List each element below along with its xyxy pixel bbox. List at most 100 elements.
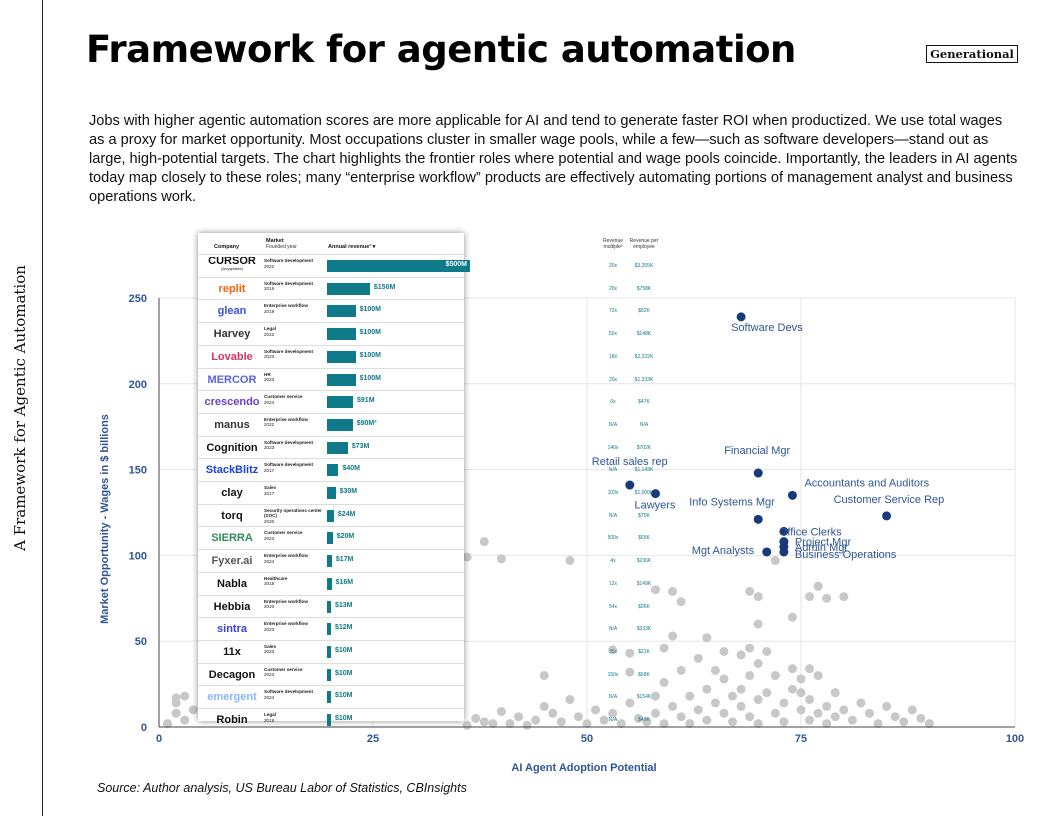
y-tick-label: 150 [129,465,147,477]
revenue-value: $91M [357,397,375,405]
background-point [163,719,173,729]
company-market: Enterprise workflow 2019 [264,303,308,314]
table-row: manus Enterprise workflow 2022 $90M³ N/A N/A [198,412,648,436]
revenue-value: $100M [359,351,381,359]
background-point [847,715,857,725]
background-point [745,643,755,653]
background-point [685,719,695,729]
background-point [873,719,883,729]
revenue-value: $10M [335,669,353,677]
background-point [180,691,190,701]
revenue-per-employee: $96K [638,603,650,610]
point-label: Business Operations [795,549,897,561]
x-tick-label: 75 [795,733,807,745]
background-point [710,698,720,708]
highlighted-point [762,547,772,557]
revenue-per-employee: $1,000K [634,490,654,496]
source-note: Source: Author analysis, US Bureau Labor… [97,781,467,795]
revenue-value: $150M [373,283,396,291]
table-row: replit Software development 2016 $150M 20x $7… [198,276,651,300]
background-point [625,648,635,658]
background-point [719,674,729,684]
company-market: Security operations center (SOC) 2020 [264,507,322,524]
company-market: Software development 2023 [264,439,314,451]
background-point [796,705,806,715]
revenue-bar [327,396,354,409]
background-point [702,633,712,643]
header-multiple: Revenue multiple² [602,238,623,250]
table-row: Fyxer.ai Enterprise workflow 2024 $17M 4x $23… [198,549,651,572]
background-point [805,695,815,705]
background-point [659,719,669,729]
x-tick-label: 50 [581,733,593,745]
background-point [762,688,772,698]
revenue-bar [327,464,339,477]
company-logo: manus [214,418,250,431]
background-point [856,698,866,708]
background-point [796,674,806,684]
revenue-multiple: N/A [608,421,618,428]
company-logo: Harvey [213,328,251,341]
revenue-value: $10M [335,715,353,722]
company-logo: Nabla [217,577,247,590]
background-point [787,612,797,622]
background-point [745,586,755,596]
table-row: Robin Legal 2019 $10M N/A $49K [198,708,650,731]
background-point [822,593,832,603]
background-point [531,715,541,725]
background-point [565,695,575,705]
background-point [770,556,780,566]
background-point [924,719,934,729]
background-point [719,708,729,718]
background-point [770,671,780,681]
background-point [693,653,703,663]
background-point [505,719,515,729]
background-point [839,592,849,602]
left-vertical-rule [42,0,43,816]
background-point [582,719,592,729]
company-logo: MERCOR [207,373,257,386]
background-point [462,552,472,562]
background-point [599,715,609,725]
background-point [787,684,797,694]
background-points [163,537,934,730]
revenue-multiple: 500x [607,535,619,542]
background-point [625,698,635,708]
background-point [890,712,900,722]
background-point [616,719,626,729]
background-point [813,671,823,681]
revenue-per-employee: $75K [638,512,650,519]
table-row: 11x Sales 2023 $10M 35x $21K [198,639,650,663]
revenue-per-employee: $702K [636,444,652,451]
table-row: Cognition Software development 2023 $73M 140… [198,435,651,459]
background-point [762,646,772,656]
background-point [907,705,917,715]
background-point [514,712,524,722]
revenue-per-employee: $65K [638,535,650,542]
highlighted-point [882,511,892,521]
revenue-bar [327,623,331,636]
company-logo: emergent [207,691,257,704]
header-company: Company [214,244,240,250]
revenue-bar [327,487,336,499]
revenue-bar [327,668,331,681]
background-point [728,691,738,701]
background-point [659,677,669,687]
table-row: Lovable Software development 2023 $100M 18x $… [198,344,653,368]
highlighted-point [650,489,660,499]
background-point [676,712,686,722]
revenue-multiple: 20x [608,263,618,269]
revenue-value: $40M [342,465,360,473]
table-row: crescendo Customer service 2024 $91M 6x $47K [198,390,650,413]
x-tick-label: 25 [367,733,379,745]
company-logo: CURSOR (Anysphere) [202,257,262,271]
y-tick-label: 100 [129,550,147,562]
highlighted-point [779,547,789,557]
table-row: glean Enterprise workflow 2019 $100M 72x $82K [198,299,650,322]
background-point [625,667,635,677]
revenue-value: $90M³ [356,419,377,427]
company-logo: sintra [217,623,247,636]
revenue-bar [327,600,331,613]
revenue-bar [327,282,370,295]
background-point [479,717,489,727]
